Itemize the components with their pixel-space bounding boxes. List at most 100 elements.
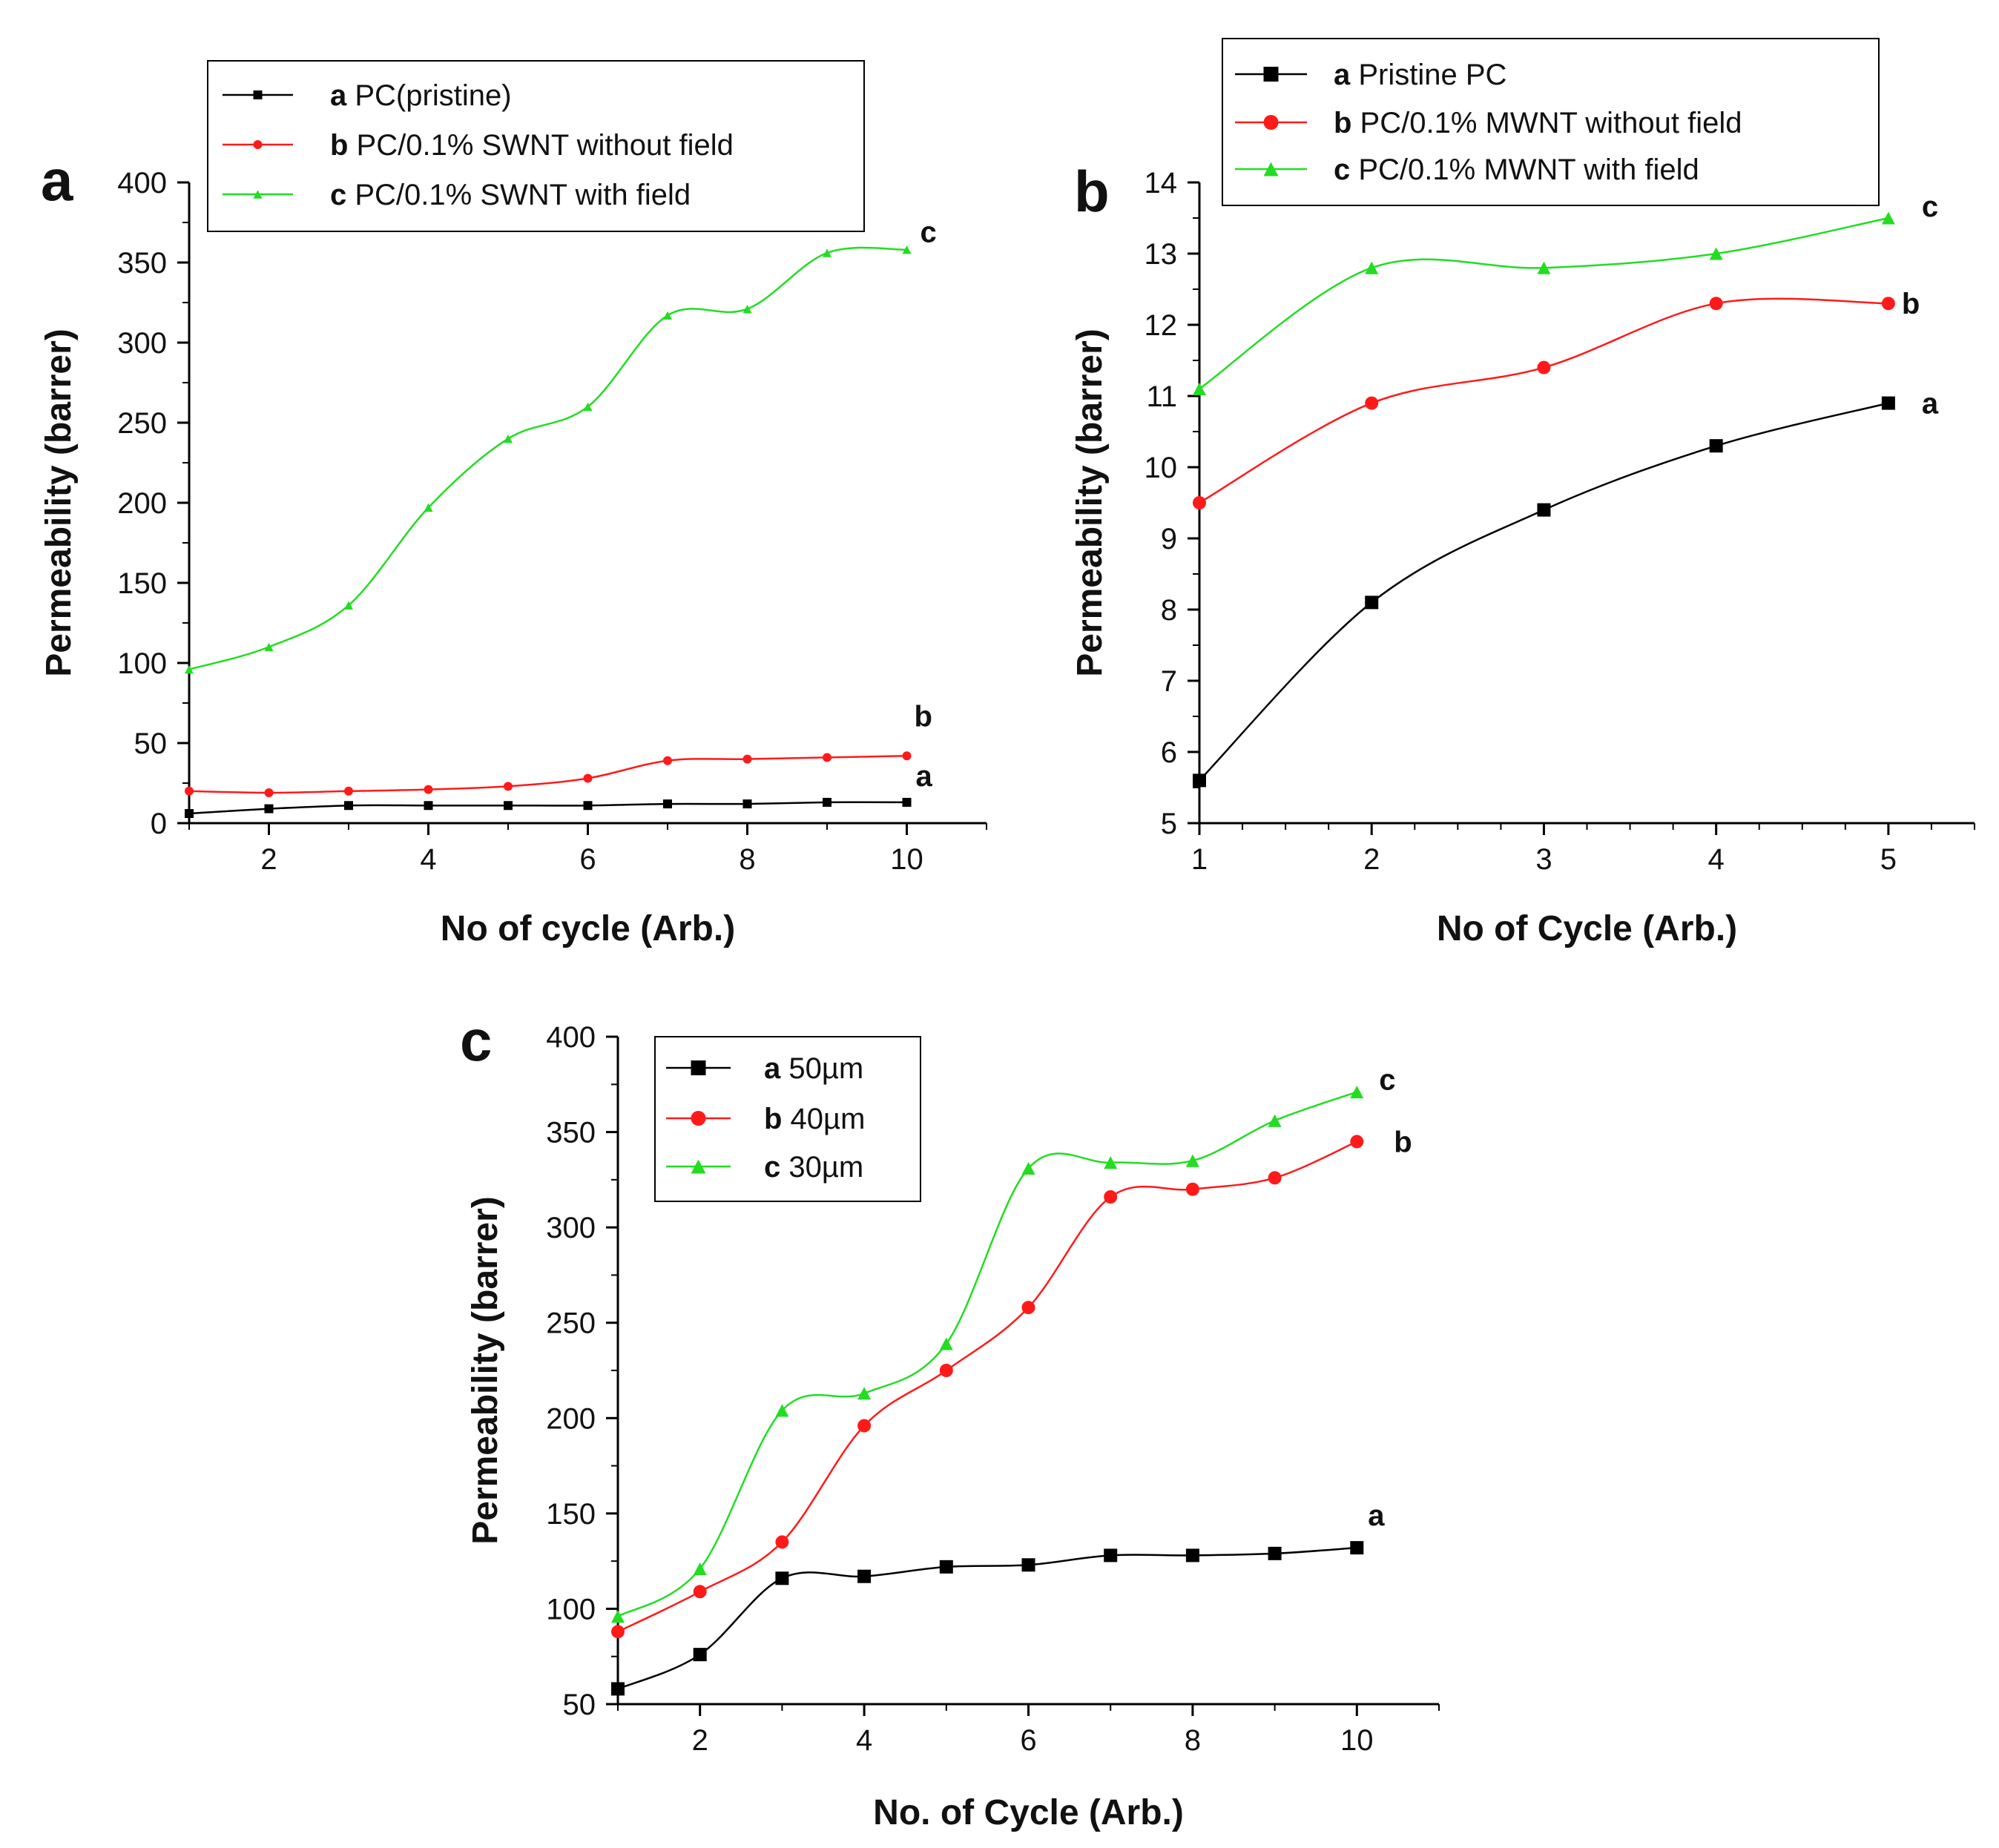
series-c: c bbox=[185, 217, 937, 674]
data-point bbox=[775, 1535, 789, 1549]
data-point bbox=[1104, 1190, 1118, 1204]
y-tick-label: 250 bbox=[546, 1307, 596, 1340]
data-point bbox=[344, 801, 353, 811]
data-point bbox=[611, 1625, 625, 1639]
data-point bbox=[611, 1610, 625, 1623]
data-point bbox=[939, 1560, 953, 1574]
y-tick-label: 150 bbox=[546, 1498, 596, 1531]
y-axis-title: Permeability (barrer) bbox=[1070, 329, 1110, 677]
series-end-label: b bbox=[1394, 1126, 1412, 1158]
y-tick-label: 350 bbox=[117, 247, 167, 280]
legend-letter: a bbox=[1334, 59, 1358, 91]
data-point bbox=[663, 311, 672, 320]
data-point bbox=[663, 799, 672, 809]
data-point bbox=[1268, 1546, 1282, 1560]
data-point bbox=[902, 245, 912, 254]
legend-item: c PC/0.1% MWNT with field bbox=[1235, 154, 1699, 186]
legend-label: a PC(pristine) bbox=[330, 79, 512, 112]
series-c: c bbox=[611, 1064, 1396, 1623]
data-point bbox=[1193, 773, 1206, 788]
series-c: c bbox=[1193, 191, 1938, 395]
data-point bbox=[504, 434, 513, 443]
data-point bbox=[742, 799, 752, 809]
x-axis-title: No of Cycle (Arb.) bbox=[1437, 909, 1737, 948]
data-point bbox=[611, 1682, 625, 1696]
legend-marker bbox=[253, 190, 263, 199]
y-tick-label: 400 bbox=[117, 167, 167, 199]
y-tick-label: 50 bbox=[563, 1689, 596, 1721]
legend-item: a Pristine PC bbox=[1235, 59, 1506, 91]
series-b: b bbox=[1193, 288, 1920, 509]
data-point bbox=[583, 402, 593, 412]
data-point bbox=[1537, 503, 1551, 517]
data-point bbox=[1104, 1156, 1118, 1169]
data-point bbox=[1021, 1558, 1035, 1572]
data-point bbox=[693, 1562, 707, 1575]
legend-marker bbox=[691, 1159, 706, 1174]
legend-series-name: 40µm bbox=[791, 1103, 866, 1135]
legend-item: a PC(pristine) bbox=[223, 79, 512, 112]
data-point bbox=[1350, 1541, 1364, 1555]
legend-label: b 40µm bbox=[764, 1103, 865, 1135]
y-tick-label: 8 bbox=[1161, 594, 1177, 627]
data-point bbox=[1193, 382, 1206, 395]
data-point bbox=[693, 1585, 707, 1599]
x-tick-label: 3 bbox=[1535, 843, 1552, 876]
legend-letter: c bbox=[764, 1151, 788, 1184]
x-tick-label: 4 bbox=[420, 843, 436, 876]
legend: a PC(pristine) b PC/0.1% SWNT without fie… bbox=[207, 60, 865, 232]
data-point bbox=[1185, 1182, 1199, 1196]
data-point bbox=[264, 804, 274, 814]
legend-letter: b bbox=[1334, 107, 1360, 139]
legend: a Pristine PC b PC/0.1% MWNT without fiel… bbox=[1222, 38, 1880, 206]
panel-letter: c bbox=[460, 1008, 492, 1073]
x-tick-label: 8 bbox=[1185, 1724, 1201, 1757]
legend-marker bbox=[691, 1111, 706, 1126]
data-point bbox=[857, 1419, 872, 1433]
series-line bbox=[1199, 402, 1889, 782]
data-point bbox=[663, 756, 672, 765]
legend-label: b PC/0.1% SWNT without field bbox=[330, 129, 734, 162]
data-point bbox=[1185, 1548, 1199, 1562]
data-point bbox=[1709, 247, 1723, 260]
series-line bbox=[1199, 297, 1888, 504]
y-tick-label: 6 bbox=[1161, 736, 1177, 769]
y-tick-label: 200 bbox=[117, 487, 167, 520]
legend-item: b 40µm bbox=[666, 1103, 865, 1135]
x-tick-label: 1 bbox=[1191, 843, 1208, 876]
data-point bbox=[504, 782, 513, 791]
legend-label: c PC/0.1% MWNT with field bbox=[1334, 154, 1699, 186]
y-tick-label: 0 bbox=[151, 808, 167, 840]
legend-letter: a bbox=[330, 79, 355, 112]
data-point bbox=[583, 773, 593, 783]
series-line bbox=[617, 1091, 1357, 1617]
data-point bbox=[264, 788, 274, 797]
legend-letter: c bbox=[330, 179, 355, 211]
legend-label: c PC/0.1% SWNT with field bbox=[330, 179, 691, 211]
data-point bbox=[1709, 297, 1723, 311]
legend-item: b PC/0.1% SWNT without field bbox=[223, 129, 734, 162]
series-line bbox=[617, 1141, 1357, 1633]
legend-item: a 50µm bbox=[666, 1052, 863, 1085]
y-tick-label: 11 bbox=[1146, 380, 1177, 413]
series-line bbox=[188, 246, 907, 670]
data-point bbox=[1537, 360, 1551, 374]
x-axis-title: No. of Cycle (Arb.) bbox=[873, 1793, 1184, 1832]
data-point bbox=[1365, 396, 1379, 410]
data-point bbox=[1268, 1114, 1282, 1127]
data-point bbox=[1881, 211, 1895, 225]
data-point bbox=[1350, 1086, 1364, 1099]
data-point bbox=[902, 797, 912, 807]
legend-letter: b bbox=[330, 129, 357, 162]
series-end-label: b bbox=[915, 700, 932, 733]
legend-series-name: PC/0.1% SWNT without field bbox=[357, 129, 734, 162]
data-point bbox=[185, 786, 194, 796]
chart-panel-a: a 0 50 100 150 200 250 300 350 400 2 4 6 8 10 No of cyc… bbox=[39, 60, 987, 948]
data-point bbox=[1268, 1171, 1282, 1185]
legend-series-name: PC/0.1% SWNT with field bbox=[355, 179, 691, 211]
legend-marker bbox=[1263, 162, 1279, 176]
series-b: b bbox=[611, 1126, 1412, 1639]
y-tick-label: 100 bbox=[117, 647, 167, 680]
